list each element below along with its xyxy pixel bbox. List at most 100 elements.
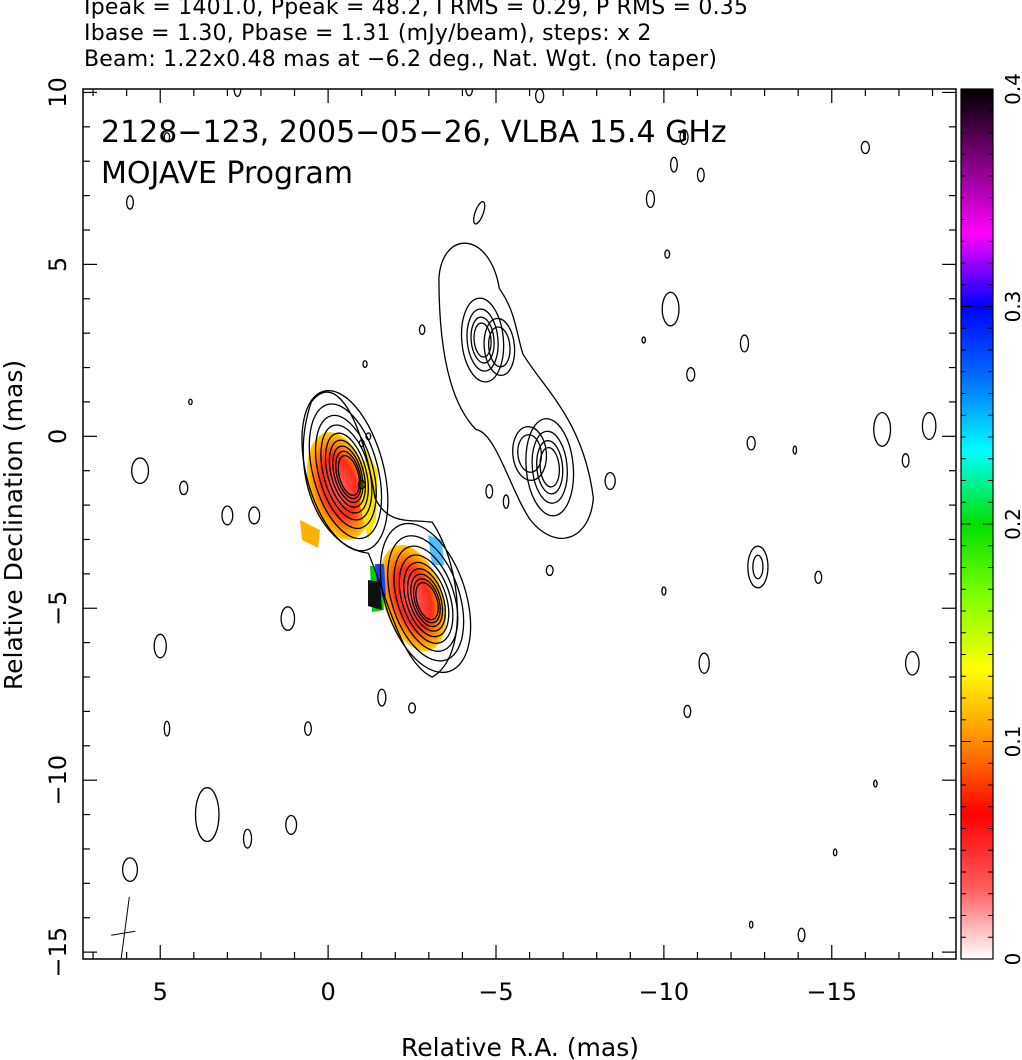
contour-noise — [285, 814, 298, 835]
contour-noise — [747, 545, 769, 589]
colorbar-tick-label: 0.4 — [1001, 73, 1022, 105]
contour-noise — [303, 721, 312, 736]
contour-jet-knot — [398, 554, 454, 644]
contour-northern-lobe — [460, 297, 505, 383]
contour-noise — [502, 494, 510, 510]
contour-southern-lobe — [525, 418, 575, 517]
contour-noise — [645, 189, 656, 209]
contour-noise — [473, 201, 486, 225]
beam-minor-axis — [111, 930, 136, 936]
contour-southern-lobe — [512, 426, 548, 481]
contour-lines — [121, 89, 937, 943]
contour-core — [328, 439, 367, 508]
contour-noise — [365, 432, 372, 441]
header-line-1: Ipeak = 1401.0, Ppeak = 48.2, I RMS = 0.… — [84, 0, 749, 20]
colorbar-tick-label: 0.2 — [1001, 508, 1022, 540]
contour-noise — [748, 920, 754, 929]
contour-northern-lobe — [483, 317, 516, 377]
contour-noise — [814, 570, 823, 584]
contour-noise — [362, 360, 368, 369]
contour-noise — [752, 554, 764, 580]
contour-noise — [194, 787, 220, 843]
contour-noise — [358, 439, 365, 448]
header-line-2: Ibase = 1.30, Pbase = 1.31 (mJy/beam), s… — [84, 21, 652, 46]
contour-envelope — [302, 391, 459, 678]
polarization-vectors — [111, 897, 136, 959]
contour-noise — [698, 652, 710, 674]
contour-noise — [545, 564, 554, 577]
colorbar-tick-label: 0.1 — [1001, 726, 1022, 758]
contour-core — [314, 414, 377, 530]
contour-noise — [221, 505, 234, 526]
colorbar-ticks — [961, 88, 993, 960]
contour-noise — [179, 480, 189, 496]
contour-southern-lobe — [517, 434, 543, 473]
beam-major-axis — [120, 897, 130, 959]
contour-noise — [280, 606, 296, 631]
contour-noise — [465, 89, 474, 97]
contour-southern-lobe — [531, 430, 568, 504]
contour-noise — [377, 688, 387, 707]
x-tick-label: 0 — [320, 978, 335, 1006]
contour-jet-knot — [403, 561, 450, 638]
header-line-3: Beam: 1.22x0.48 mas at −6.2 deg., Nat. W… — [84, 47, 718, 72]
contour-noise — [873, 411, 892, 447]
colorbar-tick-label: 0 — [1001, 953, 1022, 966]
contour-noise — [242, 828, 253, 849]
y-tick-label: −5 — [44, 591, 72, 626]
contour-noise — [746, 435, 756, 451]
contour-noise — [921, 411, 937, 441]
x-tick-label: 5 — [153, 978, 168, 1006]
contour-northern-lobe — [488, 326, 511, 368]
contour-jet-knot — [415, 582, 439, 621]
plot-frame — [82, 88, 957, 960]
contour-core — [332, 445, 364, 504]
contour-noise — [792, 445, 798, 455]
contour-noise — [248, 506, 261, 525]
contour-noise — [163, 132, 171, 143]
contour-noise — [669, 156, 678, 173]
contour-noise — [604, 471, 616, 491]
contour-noise — [485, 483, 494, 499]
contour-noise — [153, 633, 167, 659]
contour-noise — [131, 457, 150, 485]
contour-noise — [408, 702, 417, 714]
x-tick-label: −5 — [478, 978, 513, 1006]
contour-northern-lobe — [473, 322, 492, 358]
contour-noise — [683, 704, 692, 719]
contour-core — [335, 450, 362, 500]
contour-noise — [357, 479, 366, 490]
contour-noise — [860, 140, 871, 155]
y-tick-label: 5 — [44, 257, 72, 272]
contour-northern-lobe — [470, 316, 495, 364]
contour-noise — [126, 195, 135, 210]
contour-noise — [641, 336, 647, 344]
contour-noise — [797, 927, 806, 943]
contour-noise — [233, 89, 242, 98]
contour-lobe-envelope — [438, 242, 595, 539]
contour-jet-knot — [393, 545, 459, 652]
contour-noise — [664, 249, 671, 259]
contour-northern-lobe — [466, 308, 499, 372]
contour-jet-knot — [410, 573, 444, 628]
y-axis-label: Relative Declination (mas) — [0, 360, 28, 690]
axis-tick-labels: 5 0 −5 −10 −15 10 5 0 −5 −10 −15 — [44, 77, 857, 1006]
contour-noise — [832, 848, 838, 857]
contour-noise — [739, 334, 750, 353]
contour-noise — [661, 586, 667, 596]
y-tick-label: 10 — [44, 77, 72, 108]
contour-jet-knot — [379, 522, 472, 674]
contour-noise — [661, 291, 680, 327]
axis-ticks — [83, 89, 956, 959]
contour-core — [301, 389, 389, 552]
y-tick-label: −10 — [44, 755, 72, 806]
contour-noise — [696, 167, 705, 183]
chart-title: 2128−123, 2005−05−26, VLBA 15.4 GHz — [101, 115, 727, 150]
x-axis-label: Relative R.A. (mas) — [401, 1033, 639, 1060]
contour-jet-knot — [387, 535, 465, 662]
contour-noise — [904, 650, 920, 676]
contour-noise — [418, 324, 426, 336]
contour-jet-knot — [406, 568, 447, 632]
contour-core — [308, 403, 383, 540]
